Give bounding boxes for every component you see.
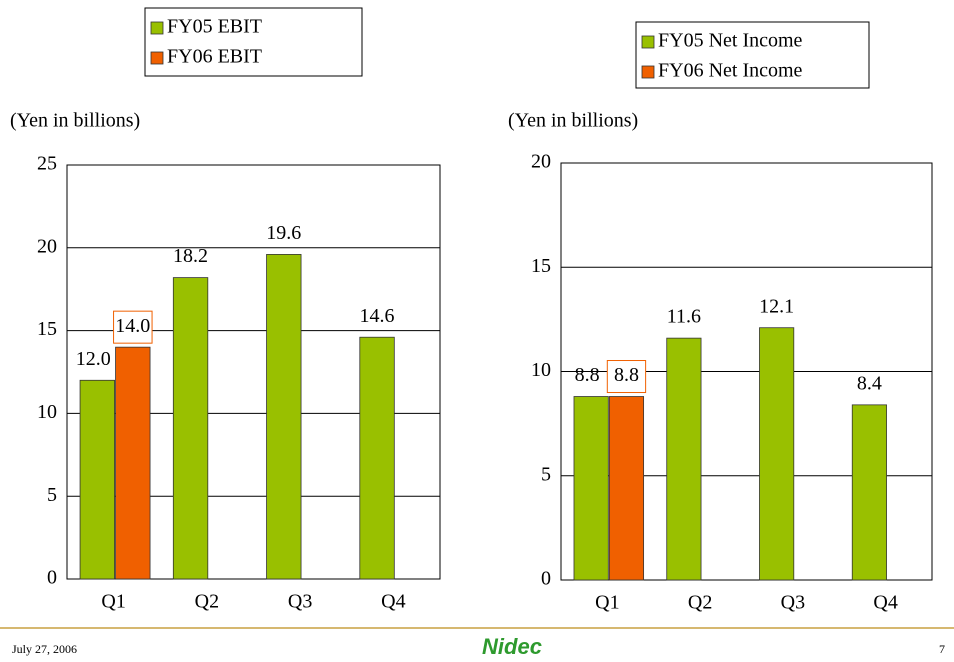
x-tick-label: Q3 (781, 592, 805, 614)
value-label-box (606, 360, 647, 394)
y-tick-label: 5 (47, 484, 57, 506)
y-tick-label: 0 (541, 568, 551, 590)
legend-swatch (150, 21, 164, 35)
logo: Nidec (482, 634, 542, 659)
x-tick-label: Q4 (873, 592, 897, 614)
y-axis-label: (Yen in billions) (508, 110, 638, 132)
y-tick-label: 25 (37, 153, 57, 175)
value-label: 14.6 (360, 305, 395, 327)
value-label: 12.1 (759, 295, 794, 317)
bar (172, 277, 209, 580)
bar (851, 404, 887, 581)
legend-label: FY06 Net Income (658, 60, 803, 82)
value-label: 18.2 (173, 245, 208, 267)
bar (359, 336, 395, 580)
y-tick-label: 10 (531, 359, 551, 381)
value-label: 12.0 (76, 348, 111, 370)
y-axis-label: (Yen in billions) (10, 110, 140, 132)
value-label: 19.6 (266, 222, 301, 244)
value-label: 8.8 (575, 364, 600, 386)
legend-label: FY05 EBIT (167, 16, 262, 38)
y-tick-label: 20 (37, 235, 57, 257)
legend-swatch (641, 65, 655, 79)
x-tick-label: Q1 (595, 592, 619, 614)
y-tick-label: 20 (531, 151, 551, 173)
x-tick-label: Q4 (381, 591, 405, 613)
value-label-box (113, 310, 153, 344)
bar (759, 327, 795, 581)
bar (79, 379, 115, 580)
bar (115, 346, 151, 580)
x-tick-label: Q2 (195, 591, 219, 613)
page-number: 7 (939, 642, 945, 656)
y-tick-label: 10 (37, 401, 57, 423)
x-tick-label: Q2 (688, 592, 712, 614)
legend-box (144, 7, 363, 77)
legend-box (635, 21, 870, 89)
bar (266, 254, 302, 580)
value-label: 8.4 (857, 372, 882, 394)
legend-label: FY05 Net Income (658, 30, 803, 52)
footer-date: July 27, 2006 (12, 642, 77, 656)
x-tick-label: Q1 (101, 591, 125, 613)
bar (573, 396, 609, 581)
y-tick-label: 0 (47, 567, 57, 589)
legend-label: FY06 EBIT (167, 46, 262, 68)
y-tick-label: 5 (541, 463, 551, 485)
bar (666, 337, 702, 581)
x-tick-label: Q3 (288, 591, 312, 613)
legend-swatch (641, 35, 655, 49)
y-tick-label: 15 (531, 255, 551, 277)
value-label: 14.0 (115, 315, 150, 337)
value-label: 11.6 (667, 306, 701, 328)
bar (608, 396, 645, 581)
legend-swatch (150, 51, 164, 65)
value-label: 8.8 (614, 364, 639, 386)
y-tick-label: 15 (37, 318, 57, 340)
